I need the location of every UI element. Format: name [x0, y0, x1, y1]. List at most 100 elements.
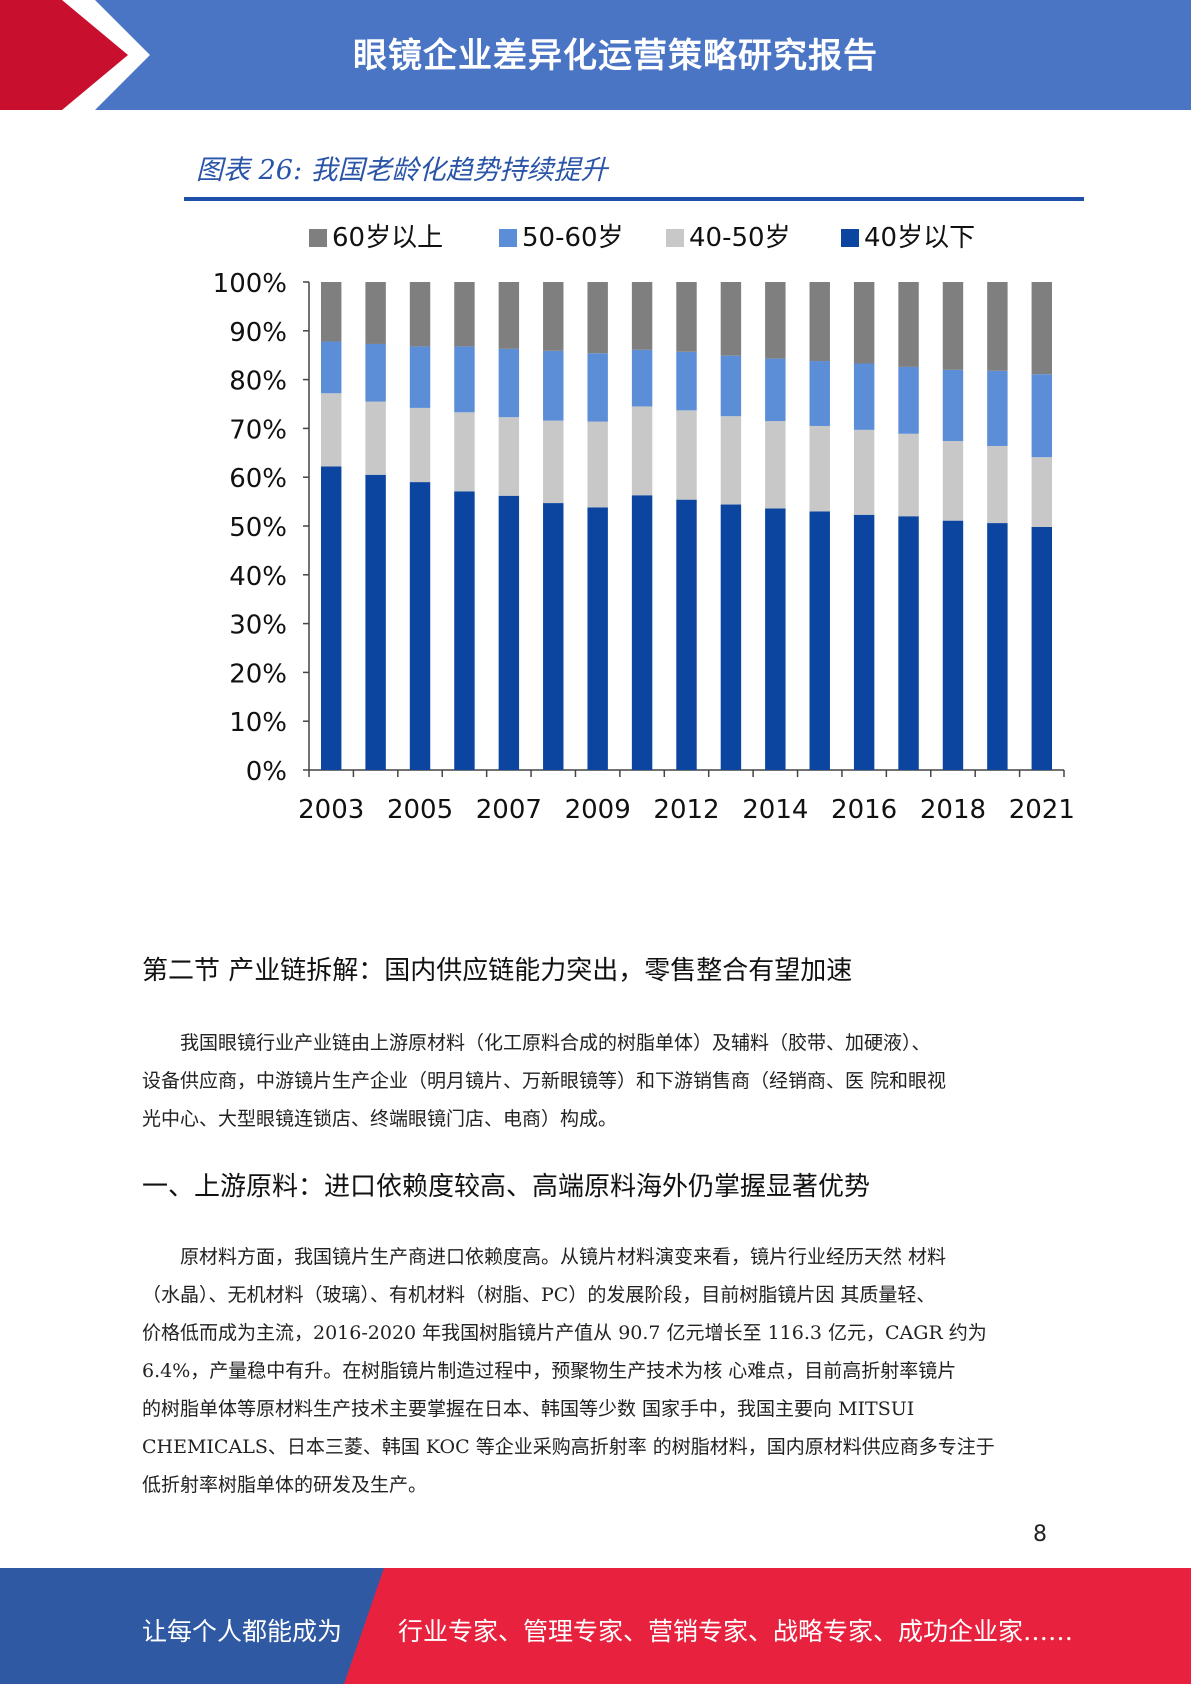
- paragraph-line: CHEMICALS、日本三菱、韩国 KOC 等企业采购高折射率 的树脂材料，国内…: [142, 1436, 995, 1458]
- legend-swatch: [499, 229, 517, 247]
- bar-segment: [942, 369, 964, 442]
- bar-segment: [1031, 282, 1053, 375]
- x-tick-label: 2007: [476, 795, 542, 825]
- bar-segment: [543, 350, 564, 421]
- bar-segment: [765, 421, 786, 509]
- bar-segment: [587, 282, 608, 354]
- bar-segment: [765, 508, 786, 770]
- paragraph-line: 设备供应商，中游镜片生产企业（明月镜片、万新眼镜等）和下游销售商（经销商、医 院…: [142, 1070, 947, 1092]
- bar-segment: [498, 417, 520, 496]
- y-tick-label: 30%: [229, 611, 287, 641]
- bar-segment: [765, 282, 786, 359]
- bar-segment: [1031, 526, 1053, 770]
- figure-title-rule: [184, 197, 1084, 201]
- y-tick-label: 80%: [229, 367, 287, 397]
- bar-segment: [543, 420, 564, 504]
- bar-segment: [454, 491, 475, 770]
- bar-segment: [942, 441, 964, 521]
- x-tick-label: 2005: [387, 795, 453, 825]
- page-header: 眼镜企业差异化运营策略研究报告: [0, 0, 1191, 110]
- paragraph-line: 光中心、大型眼镜连锁店、终端眼镜门店、电商）构成。: [142, 1108, 618, 1130]
- bar-segment: [543, 282, 564, 351]
- paragraph-raw-materials: 原材料方面，我国镜片生产商进口依赖度高。从镜片材料演变来看，镜片行业经历天然 材…: [142, 1238, 1052, 1504]
- bar-segment: [676, 499, 697, 770]
- bar-segment: [365, 474, 386, 770]
- y-tick-label: 70%: [229, 415, 287, 445]
- paragraph-line: 的树脂单体等原材料生产技术主要掌握在日本、韩国等少数 国家手中，我国主要向 MI…: [142, 1398, 915, 1420]
- legend-swatch: [841, 229, 859, 247]
- bar-segment: [853, 363, 875, 430]
- x-tick-label: 2016: [831, 795, 897, 825]
- bar-segment: [631, 406, 653, 496]
- y-tick-label: 90%: [229, 318, 287, 348]
- bar-segment: [320, 466, 342, 770]
- y-tick-label: 50%: [229, 513, 287, 543]
- bar-segment: [853, 282, 875, 364]
- section-heading: 第二节 产业链拆解：国内供应链能力突出，零售整合有望加速: [142, 956, 853, 986]
- x-tick-label: 2014: [742, 795, 808, 825]
- bar-segment: [587, 421, 608, 508]
- paragraph-line: （水晶）、无机材料（玻璃）、有机材料（树脂、PC）的发展阶段，目前树脂镜片因 其…: [142, 1284, 936, 1306]
- bar-segment: [853, 514, 875, 770]
- bar-segment: [320, 341, 342, 394]
- x-tick-label: 2021: [1009, 795, 1075, 825]
- y-tick-label: 60%: [229, 464, 287, 494]
- bar-segment: [409, 482, 431, 770]
- bar-segment: [809, 361, 830, 426]
- bar-segment: [498, 348, 520, 418]
- bar-segment: [676, 282, 697, 352]
- bar-segment: [454, 346, 475, 413]
- subsection-heading: 一、上游原料：进口依赖度较高、高端原料海外仍掌握显著优势: [142, 1172, 871, 1202]
- legend-swatch: [309, 229, 327, 247]
- bar-segment: [809, 511, 830, 770]
- report-title: 眼镜企业差异化运营策略研究报告: [353, 36, 878, 76]
- bar-segment: [720, 355, 742, 417]
- legend-label: 40岁以下: [864, 223, 975, 253]
- bar-segment: [720, 504, 742, 770]
- bar-segment: [320, 393, 342, 467]
- bar-segment: [1031, 457, 1053, 527]
- x-tick-label: 2009: [565, 795, 631, 825]
- footer-slogan-left: 让每个人都能成为: [142, 1617, 343, 1646]
- bar-segment: [1031, 374, 1053, 458]
- y-tick-label: 40%: [229, 562, 287, 592]
- bar-segment: [809, 425, 830, 512]
- bar-segment: [987, 523, 1008, 770]
- x-tick-label: 2012: [653, 795, 719, 825]
- bar-segment: [409, 282, 431, 347]
- legend-label: 60岁以上: [332, 223, 443, 253]
- paragraph-line: 我国眼镜行业产业链由上游原材料（化工原料合成的树脂单体）及辅料（胶带、加硬液）、: [142, 1032, 931, 1054]
- bar-segment: [454, 412, 475, 492]
- legend-label: 40-50岁: [689, 223, 791, 253]
- bar-segment: [898, 282, 919, 367]
- header-arrow-decoration: [0, 0, 150, 110]
- bar-segment: [676, 410, 697, 500]
- bar-segment: [365, 401, 386, 475]
- bar-segment: [498, 282, 520, 349]
- bar-segment: [587, 507, 608, 770]
- bar-segment: [898, 516, 919, 770]
- bar-segment: [720, 416, 742, 505]
- bar-segment: [853, 429, 875, 515]
- bar-segment: [320, 282, 342, 342]
- bar-segment: [720, 282, 742, 356]
- bar-segment: [587, 353, 608, 422]
- paragraph-industry-chain: 我国眼镜行业产业链由上游原材料（化工原料合成的树脂单体）及辅料（胶带、加硬液）、…: [142, 1024, 1052, 1138]
- y-tick-label: 10%: [229, 708, 287, 738]
- page-number: 8: [1033, 1522, 1047, 1547]
- x-tick-label: 2003: [298, 795, 364, 825]
- bar-segment: [765, 358, 786, 422]
- footer-slogan-right: 行业专家、管理专家、营销专家、战略专家、成功企业家……: [398, 1617, 1074, 1646]
- paragraph-line: 价格低而成为主流，2016-2020 年我国树脂镜片产值从 90.7 亿元增长至…: [142, 1322, 987, 1344]
- aging-trend-stacked-bar-chart: 60岁以上 50-60岁 40-50岁 40岁以下 0% 10% 20% 30% 40% 50% 6…: [213, 223, 1075, 825]
- paragraph-line: 6.4%，产量稳中有升。在树脂镜片制造过程中，预聚物生产技术为核 心难点，目前高…: [142, 1360, 957, 1382]
- footer-banner: [0, 1568, 1191, 1684]
- y-tick-label: 20%: [229, 659, 287, 689]
- bar-segment: [409, 407, 431, 483]
- figure-title: 图表 26: 我国老龄化趋势持续提升: [196, 155, 608, 186]
- bar-segment: [365, 282, 386, 344]
- bar-segment: [987, 282, 1008, 371]
- paragraph-line: 原材料方面，我国镜片生产商进口依赖度高。从镜片材料演变来看，镜片行业经历天然 材…: [142, 1246, 947, 1268]
- bar-segment: [809, 282, 830, 362]
- bar-segment: [409, 346, 431, 408]
